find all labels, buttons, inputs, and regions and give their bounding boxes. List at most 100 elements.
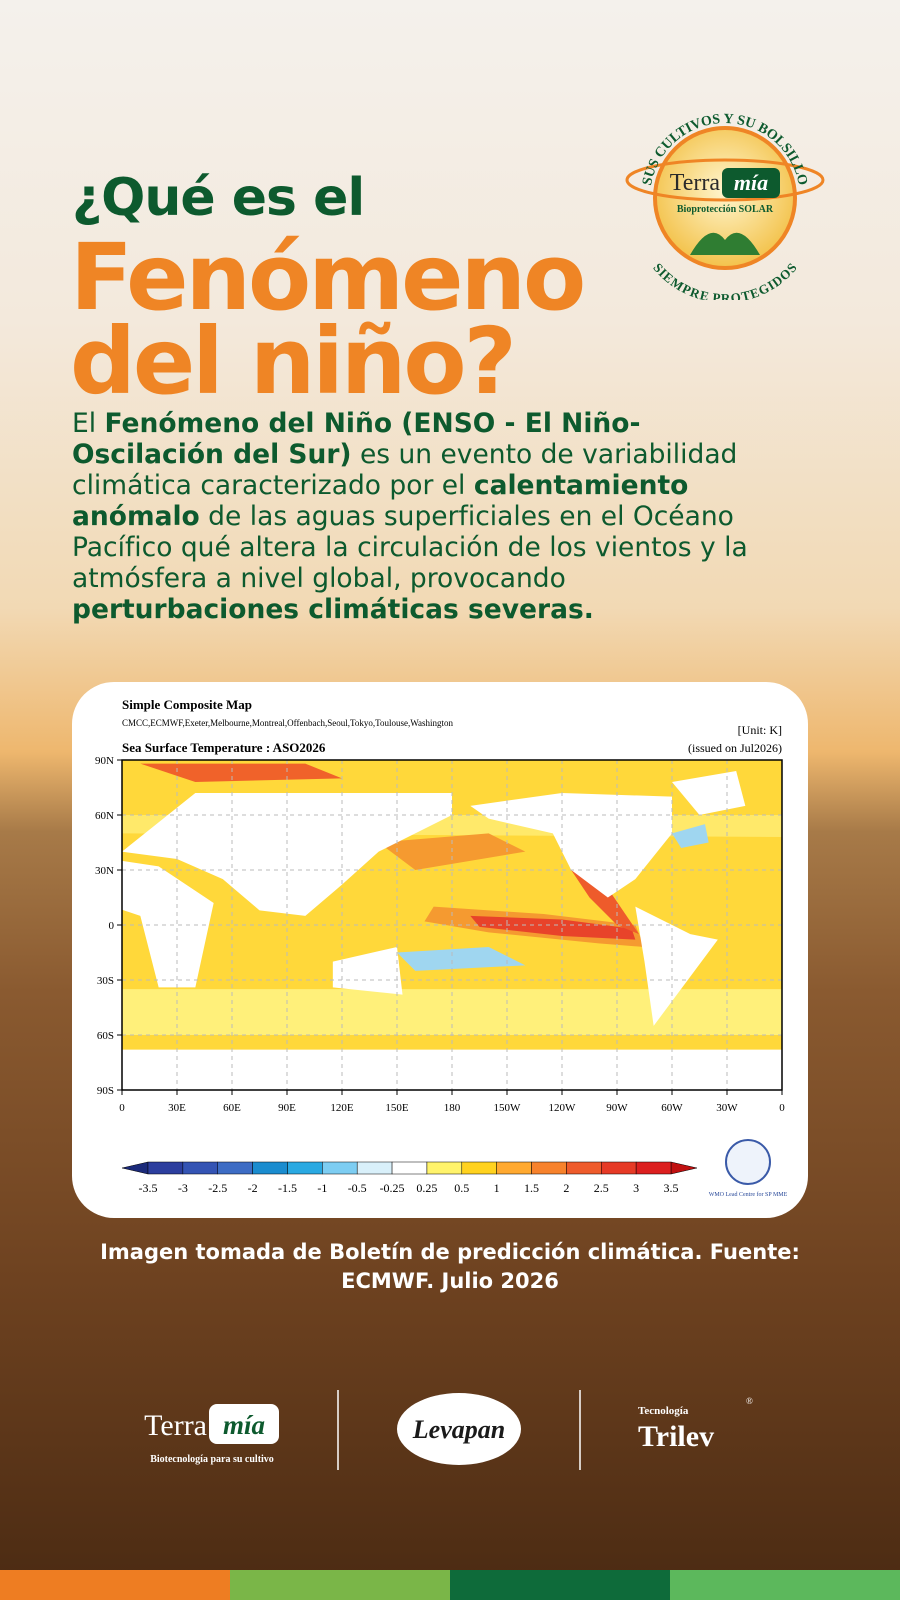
colorbar-cell: [391, 1161, 428, 1175]
colorbar-label: 1.5: [524, 1181, 539, 1195]
colorbar-label: -2.5: [208, 1181, 227, 1195]
levapan: Levapan: [412, 1415, 505, 1444]
land: [112, 860, 214, 988]
lon-label: 30E: [168, 1102, 186, 1114]
stripe-part: [0, 1570, 230, 1600]
colorbar-label: -3.5: [139, 1181, 158, 1195]
colorbar-cell: [461, 1161, 497, 1175]
badge-tagline: Bioprotección SOLAR: [677, 204, 774, 215]
land: [332, 947, 403, 995]
colorbar-label: -3: [178, 1181, 188, 1195]
colorbar-cell: [531, 1161, 567, 1175]
badge-brand-box: [722, 168, 780, 198]
lon-label: 90W: [606, 1102, 628, 1114]
lon-label: 120E: [330, 1102, 354, 1114]
sst-warm: [140, 763, 342, 782]
colorbar-cell: [635, 1161, 672, 1175]
paragraph-run: El: [72, 408, 105, 439]
colorbar-label: 3: [633, 1181, 639, 1195]
caption: Imagen tomada de Boletín de predicción c…: [100, 1240, 800, 1293]
badge: SUS CULTIVOS Y SU BOLSILLO SIEMPRE PROTE…: [625, 112, 825, 300]
lon-label: 0: [779, 1102, 785, 1114]
levapan-oval: [397, 1393, 521, 1465]
trilev: Trilev: [638, 1420, 714, 1453]
lat-label: 60N: [95, 810, 114, 822]
heading-line: del niño?: [70, 308, 517, 415]
paragraph-run: calentamiento anómalo: [72, 470, 689, 532]
map-title: Simple Composite Map: [122, 697, 252, 712]
badge-ring: [625, 158, 825, 202]
colorbar-label: 0.25: [416, 1181, 437, 1195]
stripe-part: [230, 1570, 450, 1600]
badge-brand: mía: [734, 170, 768, 195]
trilev-mark: ®: [746, 1396, 753, 1406]
stripe-part: [670, 1570, 900, 1600]
colorbar-label: -0.25: [380, 1181, 405, 1195]
footer-logos: Terra mía Biotecnología para su cultivo …: [144, 1390, 753, 1470]
trilev-top: Tecnología: [638, 1405, 689, 1417]
heading-line: Fenómeno: [70, 224, 586, 331]
lat-label: 30N: [95, 865, 114, 877]
sst-hot: [571, 870, 639, 935]
lon-label: 60W: [661, 1102, 683, 1114]
lat-label: 30S: [97, 975, 114, 987]
lat-label: 0: [109, 920, 115, 932]
land: [635, 906, 718, 1026]
colorbar-cell: [147, 1161, 184, 1175]
colorbar-cell: [217, 1161, 253, 1175]
colorbar-label: 2.5: [594, 1181, 609, 1195]
paragraph-run: Fenómeno del Niño (ENSO - El Niño-Oscila…: [72, 408, 641, 470]
colorbar-label: 1: [494, 1181, 500, 1195]
land: [470, 793, 672, 898]
paragraph-run: de las aguas superficiales en el Océano …: [72, 501, 748, 594]
colorbar-label: -0.5: [348, 1181, 367, 1195]
colorbar-cell: [496, 1161, 532, 1175]
colorbar-cell: [601, 1161, 637, 1175]
colorbar-end: [670, 1161, 698, 1175]
footer-brand: Terra: [144, 1409, 207, 1442]
map-issued: (issued on Jul2026): [688, 741, 782, 755]
sst-cool: [397, 947, 526, 971]
color-stripe: [0, 1570, 900, 1600]
lon-label: 90E: [278, 1102, 296, 1114]
sst-hot: [470, 915, 636, 940]
lon-label: 150E: [385, 1102, 409, 1114]
lon-label: 30W: [716, 1102, 738, 1114]
lat-label: 60S: [97, 1030, 114, 1042]
lat-label: 90N: [95, 755, 114, 767]
footer-tagline: Biotecnología para su cultivo: [150, 1454, 274, 1465]
colorbar-cell: [252, 1161, 288, 1175]
colorbar-cell: [356, 1161, 393, 1175]
heading-line: ¿Qué es el: [72, 168, 365, 228]
badge-circle: [653, 126, 797, 270]
colorbar-cell: [182, 1161, 218, 1175]
sst-band: [122, 989, 782, 1035]
map: Simple Composite Map CMCC,ECMWF,Exeter,M…: [95, 697, 788, 1198]
colorbar-label: 0.5: [454, 1181, 469, 1195]
lat-label: 90S: [97, 1085, 114, 1097]
colorbar-cell: [322, 1161, 358, 1175]
lon-label: 120W: [549, 1102, 577, 1114]
paragraph: El Fenómeno del Niño (ENSO - El Niño-Osc…: [72, 408, 792, 625]
footer-brand: mía: [223, 1410, 265, 1440]
map-centres: CMCC,ECMWF,Exeter,Melbourne,Montreal,Off…: [122, 718, 453, 728]
colorbar-end: [121, 1161, 149, 1175]
map-variable: Sea Surface Temperature : ASO2026: [122, 740, 326, 755]
stripe-part: [450, 1570, 670, 1600]
badge-brand: Terra: [670, 170, 721, 196]
colorbar-label: -1: [317, 1181, 327, 1195]
footer-brand-box: [209, 1404, 279, 1444]
colorbar-cell: [566, 1161, 602, 1175]
sst-cool: [672, 824, 709, 848]
lon-label: 60E: [223, 1102, 241, 1114]
lon-label: 180: [444, 1102, 461, 1114]
colorbar-label: -1.5: [278, 1181, 297, 1195]
paragraph-run: perturbaciones climáticas severas.: [72, 594, 594, 625]
wmo-note: WMO Lead Centre for SP MME: [709, 1191, 788, 1198]
colorbar-label: 3.5: [664, 1181, 679, 1195]
colorbar-cell: [287, 1161, 323, 1175]
badge-leaves: [690, 232, 760, 255]
land: [122, 793, 452, 916]
lon-label: 0: [119, 1102, 125, 1114]
